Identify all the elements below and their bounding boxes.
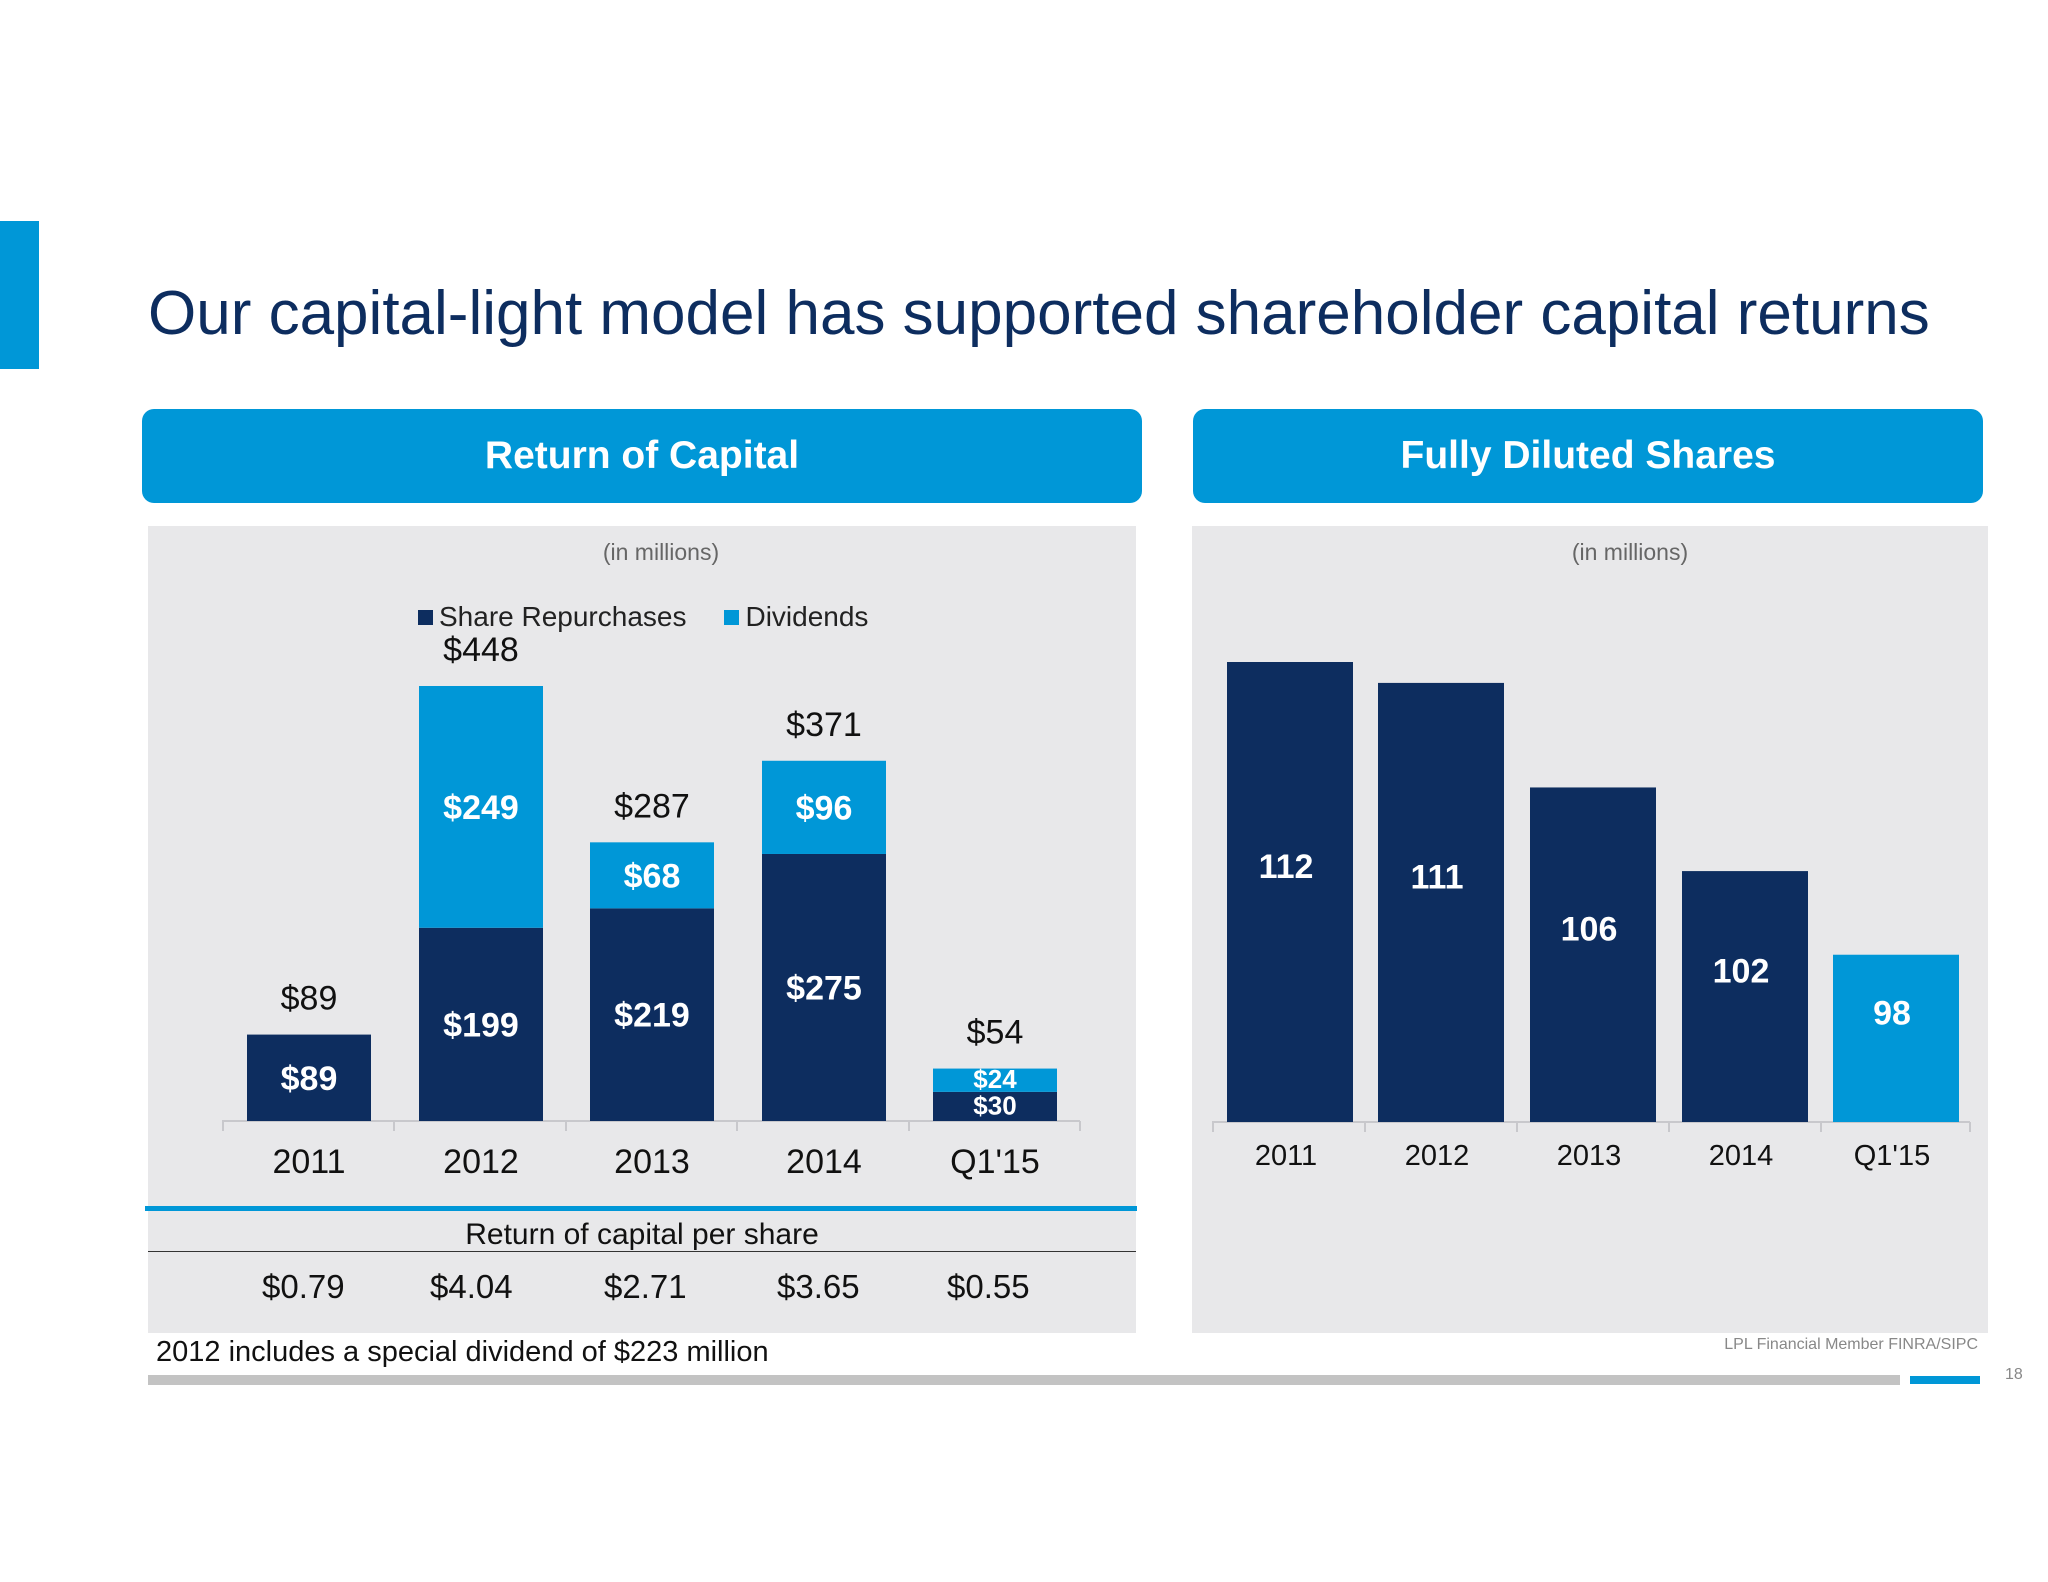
bar-sharerepurchases-2012: [419, 927, 543, 1121]
bar-label-sharerepurchases-q115: $30: [973, 1090, 1016, 1120]
fully-diluted-shares-header: Fully Diluted Shares: [1193, 409, 1983, 503]
legend-swatch-share-repurchases: [418, 609, 433, 625]
bar-label-2013: 106: [1561, 911, 1618, 949]
page-number: 18: [2005, 1366, 2023, 1383]
legend-item-dividends: Dividends: [724, 601, 868, 633]
bar-label-sharerepurchases-2014: $275: [786, 969, 862, 1007]
bar-label-dividends-2014: $96: [796, 789, 853, 827]
bar-2014: [1682, 871, 1808, 1122]
per-share-value-2012: $4.04: [430, 1268, 513, 1305]
legend-swatch-dividends: [724, 609, 740, 625]
bar-label-2014: 102: [1713, 953, 1770, 991]
per-share-divider: [145, 1206, 1137, 1211]
bar-dividends-2012: [419, 686, 543, 928]
bar-label-q115: 98: [1873, 994, 1911, 1032]
x-tick-label-2013: 2013: [614, 1143, 690, 1181]
bar-sharerepurchases-2011: [247, 1034, 371, 1121]
accent-bar: [0, 221, 39, 369]
bar-q115: [1833, 954, 1959, 1122]
total-label-2011: $89: [281, 980, 338, 1018]
bar-dividends-2014: [762, 760, 886, 854]
bar-dividends-2013: [590, 842, 714, 909]
total-label-2014: $371: [786, 706, 862, 744]
x-tick-label-2011: 2011: [1255, 1140, 1317, 1172]
x-tick-label-2012: 2012: [443, 1143, 519, 1181]
slide-title: Our capital-light model has supported sh…: [148, 279, 1930, 348]
total-label-q115: $54: [967, 1014, 1024, 1052]
per-share-value-2014: $3.65: [777, 1268, 860, 1305]
bar-sharerepurchases-2013: [590, 908, 714, 1121]
bar-label-sharerepurchases-2011: $89: [281, 1060, 338, 1098]
page-marker: [1910, 1376, 1980, 1384]
x-tick-label-q115: Q1'15: [950, 1143, 1040, 1181]
bar-sharerepurchases-2014: [762, 853, 886, 1121]
x-tick-label-2011: 2011: [272, 1143, 345, 1181]
legend: Share Repurchases Dividends: [418, 600, 906, 634]
bar-label-dividends-2013: $68: [624, 857, 681, 895]
total-label-2012: $448: [443, 631, 519, 669]
per-share-value-2013: $2.71: [604, 1268, 687, 1305]
bar-label-2011: 112: [1259, 848, 1314, 886]
right-units-label: (in millions): [1571, 539, 1689, 565]
legend-item-share-repurchases: Share Repurchases: [418, 601, 686, 633]
left-units-label: (in millions): [602, 539, 720, 565]
legend-label-share-repurchases: Share Repurchases: [439, 601, 687, 632]
bar-dividends-q115: [933, 1068, 1057, 1092]
bar-label-dividends-q115: $24: [973, 1064, 1017, 1094]
per-share-value-q115: $0.55: [947, 1268, 1030, 1305]
bar-2013: [1530, 787, 1656, 1122]
x-tick-label-2014: 2014: [786, 1143, 862, 1181]
legend-label-dividends: Dividends: [745, 601, 869, 632]
per-share-underline: [148, 1251, 1136, 1252]
bar-label-sharerepurchases-2013: $219: [614, 997, 690, 1035]
bar-sharerepurchases-q115: [933, 1091, 1057, 1121]
return-of-capital-header: Return of Capital: [142, 409, 1142, 503]
footnote: 2012 includes a special dividend of $223…: [156, 1336, 769, 1368]
bar-label-sharerepurchases-2012: $199: [443, 1006, 519, 1044]
member-disclosure: LPL Financial Member FINRA/SIPC: [1724, 1336, 1978, 1353]
bar-2012: [1378, 682, 1504, 1122]
x-tick-label-q115: Q1'15: [1854, 1140, 1930, 1172]
total-label-2013: $287: [614, 787, 690, 825]
x-tick-label-2012: 2012: [1405, 1140, 1470, 1172]
x-tick-label-2014: 2014: [1709, 1140, 1774, 1172]
per-share-title: Return of capital per share: [465, 1218, 819, 1251]
per-share-value-2011: $0.79: [262, 1268, 345, 1305]
footer-rule: [148, 1375, 1900, 1385]
bar-label-dividends-2012: $249: [443, 789, 519, 827]
x-tick-label-2013: 2013: [1557, 1140, 1622, 1172]
bar-label-2012: 111: [1411, 858, 1464, 896]
bar-2011: [1227, 662, 1353, 1122]
